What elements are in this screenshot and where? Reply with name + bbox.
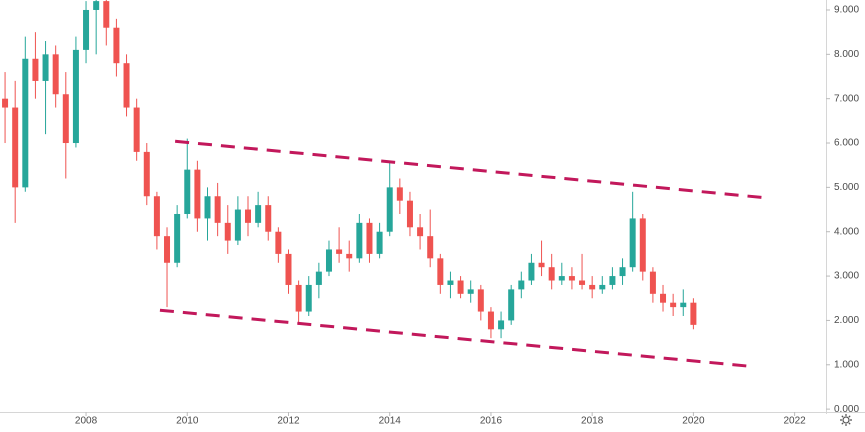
x-tick-label: 2010 <box>176 416 199 427</box>
candle-body <box>164 236 171 263</box>
candle-body <box>558 276 565 281</box>
candle-body <box>42 54 49 81</box>
candle-body <box>194 169 201 219</box>
candle-body <box>386 187 393 232</box>
candle-body <box>285 253 292 285</box>
candle-body <box>336 249 343 254</box>
trend-line <box>174 139 764 200</box>
candle-body <box>2 98 9 108</box>
y-tick-label: 7.000 <box>834 93 859 104</box>
candle-body <box>639 218 646 272</box>
y-tick-label: 5.000 <box>834 182 859 193</box>
candle-body <box>376 231 383 254</box>
x-tick-label: 2020 <box>682 416 705 427</box>
candle-body <box>295 284 302 312</box>
candle-body <box>599 284 606 290</box>
candle-body <box>184 169 191 214</box>
candle-body <box>579 280 586 285</box>
x-tick-label: 2016 <box>480 416 503 427</box>
settings-icon[interactable] <box>840 414 852 426</box>
candle-body <box>32 58 39 81</box>
candle-body <box>356 222 363 259</box>
candle-body <box>467 289 474 294</box>
candle-body <box>325 249 332 272</box>
candle-body <box>72 49 79 144</box>
candle-body <box>690 302 697 325</box>
candle-body <box>396 187 403 201</box>
candle-body <box>174 213 181 263</box>
candle-body <box>427 236 434 259</box>
candle-body <box>153 196 160 237</box>
candle-body <box>346 253 353 259</box>
candle-body <box>275 231 282 254</box>
candle-body <box>315 271 322 285</box>
candle-body <box>103 1 110 28</box>
y-tick-label: 1.000 <box>834 359 859 370</box>
candle-body <box>224 222 231 241</box>
candle-body <box>305 284 312 312</box>
candle-body <box>113 27 120 64</box>
candle-body <box>83 9 90 50</box>
candle-body <box>417 227 424 237</box>
candle-body <box>22 58 29 188</box>
candle-body <box>133 107 140 152</box>
x-tick-label: 2008 <box>75 416 98 427</box>
candle-body <box>62 94 69 144</box>
candle-body <box>457 280 464 294</box>
x-tick-label: 2018 <box>581 416 604 427</box>
candle-body <box>649 271 656 294</box>
candle-body <box>619 267 626 277</box>
x-tick-label: 2022 <box>783 416 806 427</box>
x-tick-label: 2014 <box>379 416 402 427</box>
y-tick-label: 4.000 <box>834 226 859 237</box>
candle-body <box>447 280 454 285</box>
candle-body <box>234 209 241 241</box>
candle-body <box>498 320 505 330</box>
candle-body <box>609 276 616 285</box>
candle-body <box>406 200 413 228</box>
candle-body <box>255 205 262 223</box>
candle-body <box>477 289 484 312</box>
candle-body <box>214 196 221 223</box>
candle-body <box>366 222 373 254</box>
candle-body <box>143 151 150 197</box>
candle-body <box>528 262 535 281</box>
y-tick-label: 2.000 <box>834 315 859 326</box>
y-tick-label: 0.000 <box>834 404 859 415</box>
candle-body <box>52 54 59 95</box>
y-tick-label: 6.000 <box>834 138 859 149</box>
candle-body <box>204 196 211 219</box>
candle-body <box>123 63 130 108</box>
y-tick-label: 9.000 <box>834 5 859 16</box>
candle-body <box>245 209 252 223</box>
candle-body <box>437 258 444 285</box>
trend-line <box>159 308 749 368</box>
candle-body <box>589 284 596 290</box>
candle-body <box>680 302 687 308</box>
candle-body <box>487 311 494 330</box>
candle-body <box>548 267 555 281</box>
candle-body <box>518 280 525 290</box>
candle-body <box>93 1 100 10</box>
candle-body <box>670 302 677 308</box>
candle-body <box>629 218 636 268</box>
candle-body <box>265 205 272 232</box>
y-tick-label: 8.000 <box>834 49 859 60</box>
candle-body <box>538 262 545 268</box>
candle-body <box>508 289 515 321</box>
x-tick-label: 2012 <box>277 416 300 427</box>
y-tick-label: 3.000 <box>834 271 859 282</box>
candle-body <box>660 293 667 303</box>
candle-body <box>12 107 19 188</box>
candle-body <box>568 276 575 281</box>
